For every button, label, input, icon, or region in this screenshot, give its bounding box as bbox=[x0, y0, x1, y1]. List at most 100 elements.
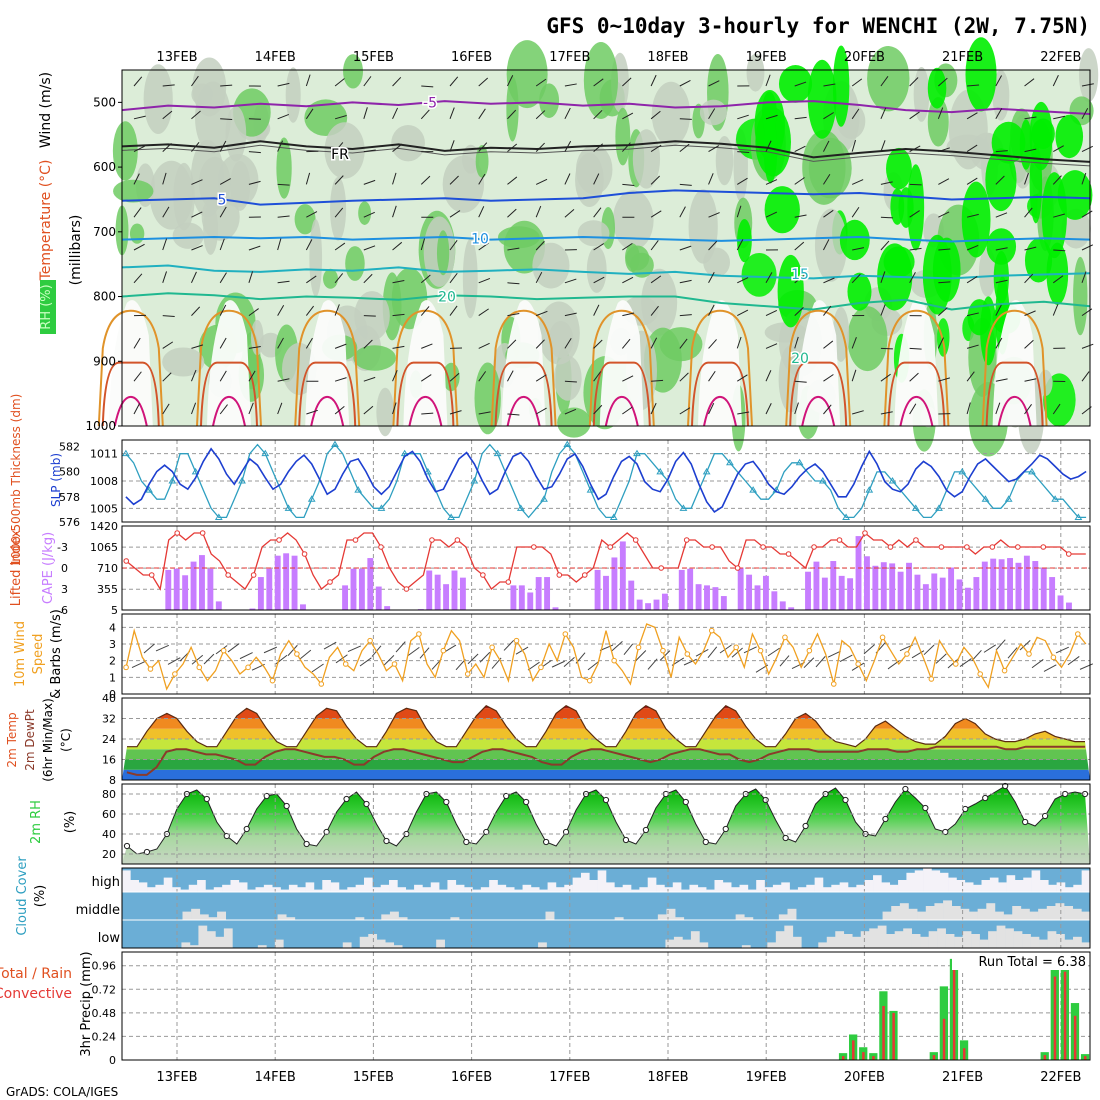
wind-barb bbox=[392, 143, 403, 152]
cape-bar bbox=[956, 579, 963, 610]
li-tick-label: 3 bbox=[61, 583, 68, 596]
wind-speed-line-marker bbox=[538, 664, 544, 671]
lifted-index-line-marker bbox=[760, 544, 766, 550]
wind-barb bbox=[743, 646, 757, 654]
cloud-cell bbox=[322, 880, 331, 892]
cloud-cell bbox=[208, 917, 218, 920]
wind-barb bbox=[363, 405, 374, 415]
wind-barb bbox=[363, 149, 376, 153]
cloud-cell bbox=[338, 889, 348, 892]
rh-marker bbox=[882, 815, 889, 823]
cloud-cell bbox=[398, 917, 408, 920]
cloud-cell bbox=[372, 887, 381, 892]
precip-convective-bar bbox=[1083, 1056, 1087, 1060]
wind-barb bbox=[880, 75, 889, 87]
cape-bar bbox=[367, 558, 374, 610]
cape-bar bbox=[182, 575, 189, 610]
wind-barb bbox=[455, 659, 466, 671]
wind-speed-line-marker bbox=[294, 651, 300, 657]
thickness-tick-label: 578 bbox=[59, 491, 80, 504]
cape-bar bbox=[375, 586, 382, 610]
wind-barb bbox=[737, 114, 749, 120]
cloud-cell bbox=[530, 887, 540, 892]
cloud-cell bbox=[848, 887, 857, 892]
lifted-index-line-marker bbox=[709, 544, 715, 550]
rh-marker bbox=[443, 798, 450, 806]
wind-barb bbox=[190, 271, 197, 284]
cloud-cell bbox=[1005, 928, 1014, 948]
wind-barb bbox=[155, 644, 170, 652]
cape-bar bbox=[207, 568, 214, 610]
rh-marker bbox=[303, 840, 310, 848]
wind-barb bbox=[851, 206, 860, 218]
cloud-cell bbox=[977, 908, 987, 920]
cloud-cell bbox=[889, 884, 899, 892]
wind-barb bbox=[478, 308, 489, 317]
lifted-index-line-marker bbox=[531, 544, 537, 550]
wind-barb bbox=[679, 118, 692, 120]
rh-region bbox=[575, 144, 613, 195]
cloud-cell bbox=[852, 936, 862, 948]
cloud-cell bbox=[547, 882, 557, 892]
lifted-index-line-marker bbox=[964, 544, 970, 550]
wind-speed-line-marker bbox=[904, 651, 910, 657]
cloud-cell bbox=[973, 884, 982, 892]
wind-barb bbox=[277, 140, 284, 152]
li-ylabel-text: Lifted Index bbox=[9, 529, 24, 606]
wind-barb bbox=[635, 650, 647, 661]
wind-barb bbox=[535, 178, 548, 185]
cape-bar bbox=[712, 587, 719, 610]
wind-barb bbox=[334, 273, 344, 284]
wind-barb bbox=[449, 175, 459, 185]
rh-region bbox=[323, 268, 338, 289]
slp-line-marker bbox=[726, 458, 734, 466]
wind-barb bbox=[909, 247, 922, 251]
wind-barb bbox=[593, 404, 603, 415]
cloud-cell bbox=[881, 882, 891, 892]
cloud-cell bbox=[272, 887, 281, 892]
cloud-cell bbox=[989, 877, 999, 892]
wind-barb bbox=[478, 173, 486, 185]
wind-barb bbox=[191, 344, 204, 349]
wind-barb bbox=[679, 407, 691, 415]
precip-convective-bar bbox=[852, 1040, 855, 1060]
date-label-bottom: 20FEB bbox=[844, 1070, 885, 1085]
wind-barb bbox=[679, 314, 692, 317]
wind-barb bbox=[794, 402, 799, 415]
wind-barb bbox=[937, 107, 944, 119]
wind-barb bbox=[966, 144, 978, 153]
cloud-cell bbox=[1047, 931, 1057, 948]
cloud-cell bbox=[222, 884, 231, 892]
wind-barb bbox=[765, 403, 772, 415]
rh-marker bbox=[1022, 818, 1029, 826]
wind-speed-line-marker bbox=[220, 647, 227, 654]
wind-barb bbox=[622, 375, 634, 382]
lifted-index-line-marker bbox=[225, 572, 231, 578]
cloud-cell bbox=[814, 877, 824, 892]
isotherm-line bbox=[785, 309, 852, 427]
wind-frame bbox=[121, 613, 1091, 695]
rh-region bbox=[353, 345, 396, 371]
rh-marker bbox=[562, 828, 570, 836]
date-label-top: 15FEB bbox=[353, 50, 394, 65]
cloud-cell bbox=[230, 880, 240, 892]
wind-barb bbox=[449, 372, 460, 382]
rh-region bbox=[907, 164, 925, 251]
cape-bar bbox=[737, 567, 744, 610]
cloud-cell bbox=[597, 870, 607, 892]
wind-barb bbox=[420, 306, 430, 316]
wind-ylabel-1: 10m Wind bbox=[13, 621, 28, 687]
wind-barb bbox=[938, 377, 951, 382]
wind-barb bbox=[995, 247, 1008, 251]
cape-bar bbox=[965, 587, 971, 610]
cape-bar bbox=[889, 563, 896, 610]
cloud-cell bbox=[450, 917, 460, 920]
wind-speed-line-marker bbox=[708, 627, 715, 634]
wind-barb bbox=[650, 240, 659, 251]
wind-barb bbox=[593, 371, 602, 382]
cloud-cell bbox=[580, 872, 590, 892]
precip-convective-bar bbox=[862, 1052, 865, 1060]
rh-region bbox=[802, 129, 846, 205]
cloud-cell bbox=[775, 931, 785, 948]
wind-barb bbox=[622, 77, 632, 87]
